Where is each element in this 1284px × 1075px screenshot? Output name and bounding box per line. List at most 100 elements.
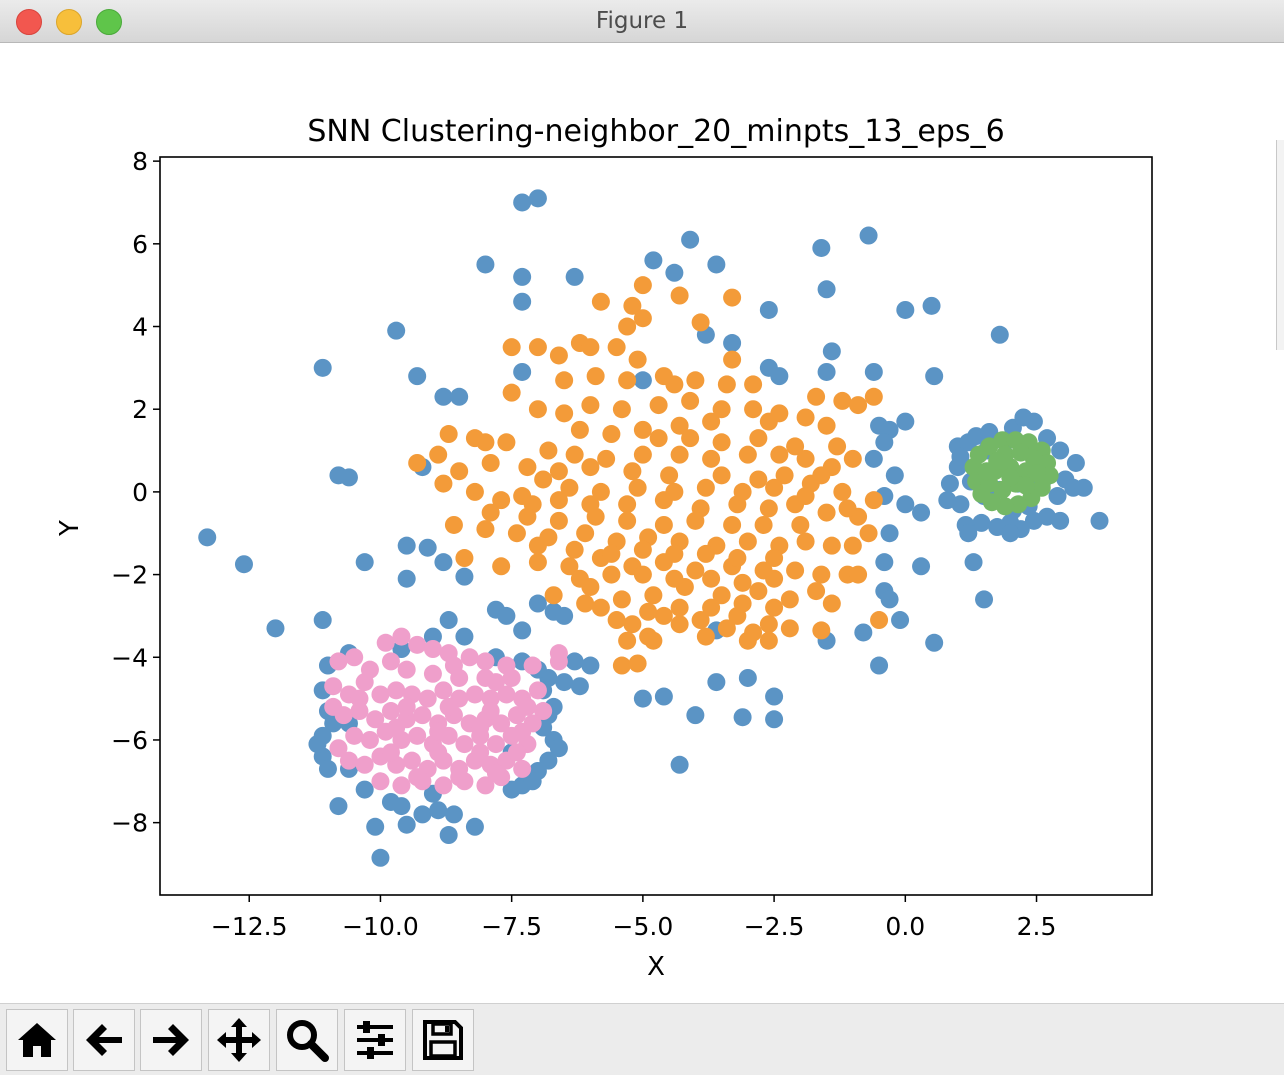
scatter-point bbox=[707, 255, 726, 274]
scatter-point bbox=[507, 524, 526, 543]
scatter-point bbox=[796, 532, 815, 551]
maximize-window-button[interactable] bbox=[96, 9, 122, 35]
scatter-point bbox=[429, 722, 448, 741]
scatter-point bbox=[371, 685, 390, 704]
scatter-point bbox=[649, 429, 668, 448]
x-tick-label: −5.0 bbox=[613, 912, 674, 941]
scatter-point bbox=[602, 425, 621, 444]
scatter-point bbox=[429, 801, 448, 820]
scatter-point bbox=[628, 350, 647, 369]
configure-subplots-button[interactable] bbox=[344, 1009, 406, 1071]
scatter-point bbox=[633, 371, 652, 390]
close-window-button[interactable] bbox=[16, 9, 42, 35]
scatter-point bbox=[476, 433, 495, 452]
scatter-point bbox=[418, 689, 437, 708]
scatter-point bbox=[1024, 412, 1043, 431]
y-axis-label: Y bbox=[55, 520, 85, 537]
scatter-point bbox=[476, 255, 495, 274]
scatter-point bbox=[329, 652, 348, 671]
scatter-point bbox=[560, 557, 579, 576]
scatter-point bbox=[387, 681, 406, 700]
y-tick-label: 6 bbox=[132, 230, 148, 259]
scatter-point bbox=[471, 743, 490, 762]
scatter-point bbox=[780, 619, 799, 638]
scatter-point bbox=[586, 507, 605, 526]
scatter-point bbox=[455, 567, 474, 586]
scatter-point bbox=[759, 615, 778, 634]
scatter-point bbox=[523, 656, 542, 675]
scatter-point bbox=[513, 193, 532, 212]
scatter-point bbox=[513, 621, 532, 640]
scatter-point bbox=[492, 491, 511, 510]
adjacent-window-edge bbox=[1276, 140, 1284, 350]
scatter-point bbox=[723, 515, 742, 534]
scatter-point bbox=[565, 652, 584, 671]
scatter-point bbox=[339, 468, 358, 487]
scatter-point bbox=[549, 511, 568, 530]
scatter-point bbox=[324, 697, 343, 716]
figure-canvas[interactable]: SNN Clustering-neighbor_20_minpts_13_eps… bbox=[0, 43, 1284, 1003]
scatter-point bbox=[434, 474, 453, 493]
scatter-point bbox=[765, 687, 784, 706]
save-button[interactable] bbox=[412, 1009, 474, 1071]
scatter-point bbox=[660, 466, 679, 485]
scatter-point bbox=[423, 664, 442, 683]
scatter-chart[interactable]: SNN Clustering-neighbor_20_minpts_13_eps… bbox=[0, 43, 1284, 1003]
pan-button[interactable] bbox=[208, 1009, 270, 1071]
scatter-point bbox=[534, 702, 553, 721]
scatter-point bbox=[896, 495, 915, 514]
scatter-point bbox=[896, 412, 915, 431]
scatter-point bbox=[644, 251, 663, 270]
scatter-point bbox=[786, 561, 805, 580]
scatter-point bbox=[513, 362, 532, 381]
scatter-point bbox=[1017, 476, 1036, 495]
floppy-disk-icon bbox=[423, 1020, 463, 1060]
scatter-point bbox=[392, 627, 411, 646]
scatter-point bbox=[387, 321, 406, 340]
scatter-point bbox=[602, 565, 621, 584]
scatter-point bbox=[885, 466, 904, 485]
scatter-point bbox=[618, 495, 637, 514]
scatter-point bbox=[418, 538, 437, 557]
scatter-point bbox=[434, 387, 453, 406]
scatter-point bbox=[481, 702, 500, 721]
scatter-point bbox=[670, 598, 689, 617]
scatter-point bbox=[439, 425, 458, 444]
scatter-point bbox=[576, 594, 595, 613]
x-tick-label: −2.5 bbox=[744, 912, 805, 941]
scatter-point bbox=[744, 400, 763, 419]
scatter-point bbox=[549, 491, 568, 510]
zoom-button[interactable] bbox=[276, 1009, 338, 1071]
scatter-point bbox=[723, 288, 742, 307]
scatter-point bbox=[355, 673, 374, 692]
scatter-point bbox=[423, 640, 442, 658]
scatter-point bbox=[717, 619, 736, 638]
forward-button[interactable] bbox=[140, 1009, 202, 1071]
scatter-point bbox=[744, 623, 763, 642]
series-1 bbox=[408, 276, 889, 675]
scatter-point bbox=[833, 391, 852, 410]
scatter-point bbox=[502, 338, 521, 357]
scatter-point bbox=[686, 511, 705, 530]
home-button[interactable] bbox=[6, 1009, 68, 1071]
scatter-point bbox=[591, 482, 610, 501]
scatter-point bbox=[870, 611, 889, 630]
scatter-point bbox=[313, 726, 332, 745]
scatter-point bbox=[591, 598, 610, 617]
scatter-point bbox=[838, 499, 857, 518]
scatter-point bbox=[665, 263, 684, 282]
x-tick-label: −7.5 bbox=[481, 912, 542, 941]
scatter-point bbox=[408, 635, 427, 654]
scatter-point bbox=[481, 503, 500, 522]
scatter-point bbox=[822, 536, 841, 555]
scatter-point bbox=[654, 606, 673, 625]
scatter-point bbox=[513, 487, 532, 506]
minimize-window-button[interactable] bbox=[56, 9, 82, 35]
scatter-point bbox=[581, 338, 600, 357]
x-tick-label: −12.5 bbox=[211, 912, 288, 941]
scatter-point bbox=[439, 611, 458, 630]
scatter-point bbox=[670, 755, 689, 774]
back-button[interactable] bbox=[73, 1009, 135, 1071]
scatter-point bbox=[723, 334, 742, 353]
scatter-point bbox=[686, 561, 705, 580]
